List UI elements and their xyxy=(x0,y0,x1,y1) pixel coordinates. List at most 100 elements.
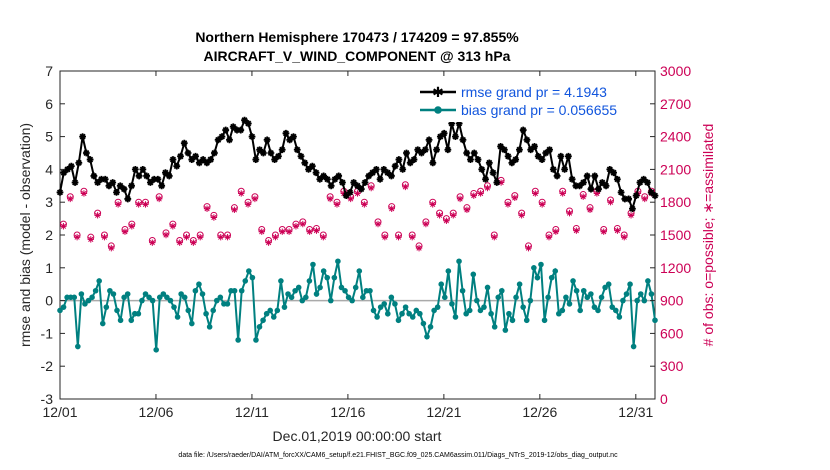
rmse-point xyxy=(271,156,279,163)
obs-assimilated-point xyxy=(525,244,532,252)
bias-point xyxy=(630,343,637,350)
rmse-point xyxy=(504,152,512,160)
left-tick-label: -1 xyxy=(41,325,54,341)
bias-point xyxy=(459,287,466,294)
rmse-point xyxy=(195,159,203,167)
left-tick-label: 0 xyxy=(45,293,53,309)
obs-assimilated-point xyxy=(320,233,327,241)
bias-point xyxy=(303,294,309,301)
obs-assimilated-point xyxy=(272,233,279,241)
obs-assimilated-point xyxy=(354,190,361,197)
obs-assimilated-point xyxy=(162,231,170,239)
rmse-point xyxy=(433,146,440,154)
bias-point xyxy=(417,310,423,317)
obs-assimilated-point xyxy=(367,184,375,192)
rmse-point xyxy=(625,195,633,203)
left-tick-label: 7 xyxy=(45,63,53,79)
obs-assimilated-point xyxy=(497,179,505,186)
legend-box xyxy=(414,80,636,122)
rmse-point xyxy=(252,156,260,163)
rmse-point xyxy=(516,146,523,154)
rmse-point xyxy=(384,169,392,177)
x-tick-label: 12/11 xyxy=(235,404,269,420)
rmse-point xyxy=(598,179,606,186)
rmse-point xyxy=(414,146,422,154)
rmse-point xyxy=(135,172,143,180)
rmse-point xyxy=(429,159,437,167)
obs-assimilated-point xyxy=(593,190,601,197)
obs-assimilated-point xyxy=(402,183,409,191)
bias-point xyxy=(488,310,494,317)
bias-point xyxy=(217,294,224,301)
x-tick-label: 12/21 xyxy=(426,404,461,420)
rmse-point xyxy=(467,156,474,163)
bias-point xyxy=(431,307,437,314)
rmse-point xyxy=(143,172,151,180)
rmse-point xyxy=(455,120,463,127)
rmse-point xyxy=(60,169,68,177)
rmse-point xyxy=(56,188,64,196)
rmse-point xyxy=(162,169,169,177)
bias-point xyxy=(235,337,241,343)
obs-assimilated-point xyxy=(579,193,587,200)
obs-assimilated-point xyxy=(313,227,320,234)
obs-assimilated-point xyxy=(176,239,183,246)
rmse-point xyxy=(425,136,433,144)
obs-assimilated-point xyxy=(101,233,108,241)
obs-assimilated-point xyxy=(135,201,142,208)
obs-assimilated-point xyxy=(470,192,477,199)
rmse-point xyxy=(165,172,173,180)
bias-point xyxy=(85,297,92,304)
bias-point xyxy=(96,278,102,284)
bias-point xyxy=(441,294,448,301)
bias-point xyxy=(331,274,338,281)
rmse-point xyxy=(203,159,211,167)
rmse-point xyxy=(602,182,610,190)
bias-point xyxy=(613,307,619,314)
left-tick-label: -2 xyxy=(41,358,54,374)
rmse-point xyxy=(308,162,316,170)
bias-point xyxy=(652,317,658,324)
data-file-footer: data file: /Users/raeder/DAI/ATM_forcXX/… xyxy=(178,452,618,459)
rmse-point xyxy=(647,188,655,196)
bias-point xyxy=(395,317,402,324)
x-tick-label: 12/26 xyxy=(522,404,557,420)
rmse-point xyxy=(587,185,595,193)
obs-assimilated-point xyxy=(60,223,67,230)
bias-point xyxy=(541,317,548,324)
obs-assimilated-point xyxy=(627,212,635,219)
right-tick-label: 300 xyxy=(660,358,684,374)
obs-assimilated-point xyxy=(114,201,122,208)
bias-point xyxy=(627,281,633,288)
rmse-point xyxy=(369,169,376,177)
obs-assimilated-point xyxy=(326,195,334,203)
rmse-point xyxy=(275,152,282,160)
bias-point xyxy=(481,304,487,310)
rmse-point xyxy=(290,133,297,140)
obs-assimilated-point xyxy=(621,233,628,241)
rmse-point xyxy=(568,175,576,183)
obs-assimilated-point xyxy=(361,201,368,208)
bias-point xyxy=(128,317,135,324)
rmse-point xyxy=(489,169,497,177)
obs-assimilated-point xyxy=(244,201,252,208)
right-tick-label: 3000 xyxy=(660,63,691,79)
rmse-point xyxy=(105,182,113,190)
bias-point xyxy=(299,297,306,304)
rmse-point xyxy=(263,136,271,144)
bias-point xyxy=(605,281,612,288)
bias-point xyxy=(477,307,484,314)
rmse-point xyxy=(79,133,86,140)
obs-assimilated-point xyxy=(450,212,457,219)
bias-point xyxy=(249,274,256,281)
bias-point xyxy=(89,294,95,301)
bias-point xyxy=(570,278,576,284)
rmse-point xyxy=(640,175,648,183)
rmse-point xyxy=(399,166,407,173)
rmse-point xyxy=(128,182,135,190)
rmse-point xyxy=(482,175,489,183)
obs-assimilated-point xyxy=(456,195,464,203)
bias-point xyxy=(566,301,573,307)
bias-point xyxy=(641,297,648,304)
rmse-point xyxy=(440,129,448,137)
